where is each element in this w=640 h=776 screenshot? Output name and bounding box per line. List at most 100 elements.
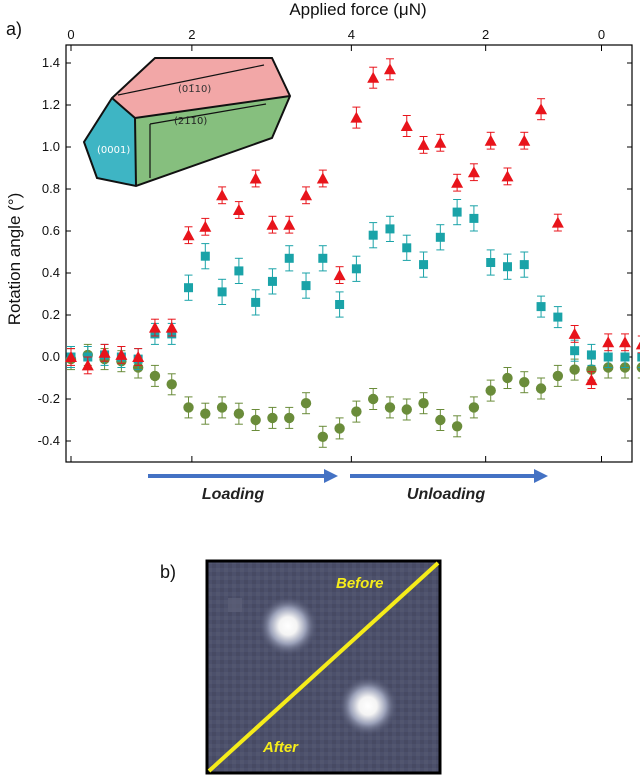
y-tick-label: 0.2: [42, 307, 60, 322]
data-series: [65, 58, 640, 448]
crystal-inset: (01̄10) (21̄1̄0) (0001): [82, 57, 292, 188]
data-point: [435, 414, 446, 426]
data-point: [519, 377, 530, 388]
data-point: [569, 364, 580, 375]
data-point: [486, 258, 496, 267]
data-point: [334, 423, 345, 434]
data-point: [216, 189, 229, 201]
unloading-arrow: [350, 469, 548, 483]
data-point: [351, 264, 361, 274]
data-point: [267, 412, 278, 424]
data-point: [603, 352, 613, 362]
x-tick-label: 2: [188, 27, 195, 42]
data-point: [233, 408, 245, 419]
x-tick-label: 2: [482, 27, 489, 42]
data-point: [200, 251, 210, 261]
error-bar: [637, 335, 640, 354]
data-point: [165, 321, 178, 333]
data-point: [149, 370, 161, 382]
data-point: [300, 398, 312, 409]
data-point: [183, 402, 194, 413]
crystal-face-top: [112, 58, 290, 118]
y-tick-label: -0.4: [38, 433, 60, 448]
data-point: [217, 287, 227, 297]
data-point: [148, 321, 161, 333]
series-circle: [65, 343, 640, 448]
data-point: [468, 402, 480, 413]
data-point: [81, 359, 94, 371]
divider-line: [207, 561, 440, 773]
data-point: [284, 412, 295, 424]
data-point: [568, 327, 581, 339]
y-tick-label: 0.6: [42, 223, 60, 238]
data-point: [502, 262, 512, 272]
data-point: [232, 204, 245, 215]
spot-after: [338, 676, 398, 736]
data-point: [333, 269, 346, 281]
data-point: [402, 243, 412, 253]
microscope-image: Before After: [205, 559, 442, 775]
data-point: [635, 341, 640, 350]
y-tick-label: 1.4: [42, 55, 60, 70]
data-point: [166, 379, 177, 390]
data-point: [234, 266, 244, 276]
data-point: [368, 230, 378, 240]
data-point: [367, 71, 380, 83]
data-point: [502, 372, 513, 384]
data-point: [535, 383, 547, 394]
data-point: [434, 136, 447, 148]
data-point: [301, 281, 311, 291]
y-tick-label: 0.4: [42, 265, 60, 280]
data-point: [501, 170, 514, 182]
data-point: [551, 216, 564, 228]
data-point: [216, 402, 228, 413]
data-point: [249, 172, 262, 184]
data-point: [451, 176, 464, 188]
panel-a-label: a): [6, 19, 22, 39]
face-top-label: (01̄10): [178, 84, 211, 95]
y-tick-label: 0.0: [42, 349, 60, 364]
y-tick-label: -0.2: [38, 391, 60, 406]
data-point: [385, 224, 395, 234]
data-point: [65, 351, 77, 362]
data-point: [318, 253, 328, 263]
y-axis-label: Rotation angle (°): [5, 193, 24, 325]
data-point: [585, 374, 598, 386]
before-label: Before: [336, 575, 384, 592]
data-point: [184, 283, 194, 293]
data-point: [535, 103, 548, 115]
x-axis-label: Applied force (μN): [289, 0, 426, 19]
y-tick-label: 0.8: [42, 181, 60, 196]
face-end-label: (0001): [97, 145, 130, 156]
data-point: [317, 431, 329, 442]
data-point: [200, 408, 211, 419]
y-tick-label: 1.0: [42, 139, 60, 154]
data-point: [400, 120, 413, 131]
loading-arrow: [148, 469, 338, 483]
data-point: [98, 346, 111, 358]
data-point: [351, 406, 362, 417]
data-point: [451, 421, 463, 432]
data-point: [384, 402, 396, 413]
data-point: [519, 260, 529, 270]
data-point: [199, 220, 212, 232]
data-point: [335, 300, 345, 309]
data-point: [485, 385, 496, 396]
data-point: [283, 218, 296, 230]
data-point: [284, 253, 294, 263]
data-point: [518, 134, 531, 146]
data-point: [383, 63, 396, 75]
y-tick-label: 1.2: [42, 97, 60, 112]
data-point: [552, 370, 564, 382]
data-point: [586, 350, 596, 360]
data-point: [266, 218, 279, 230]
data-point: [619, 336, 631, 348]
face-side-label: (21̄1̄0): [174, 116, 207, 127]
x-axis: 0 2 4 2 0: [67, 27, 605, 462]
data-point: [467, 166, 480, 178]
data-point: [602, 336, 615, 348]
crystal-face-end: [84, 98, 136, 186]
panel-b-label: b): [160, 562, 176, 582]
data-point: [419, 260, 429, 270]
